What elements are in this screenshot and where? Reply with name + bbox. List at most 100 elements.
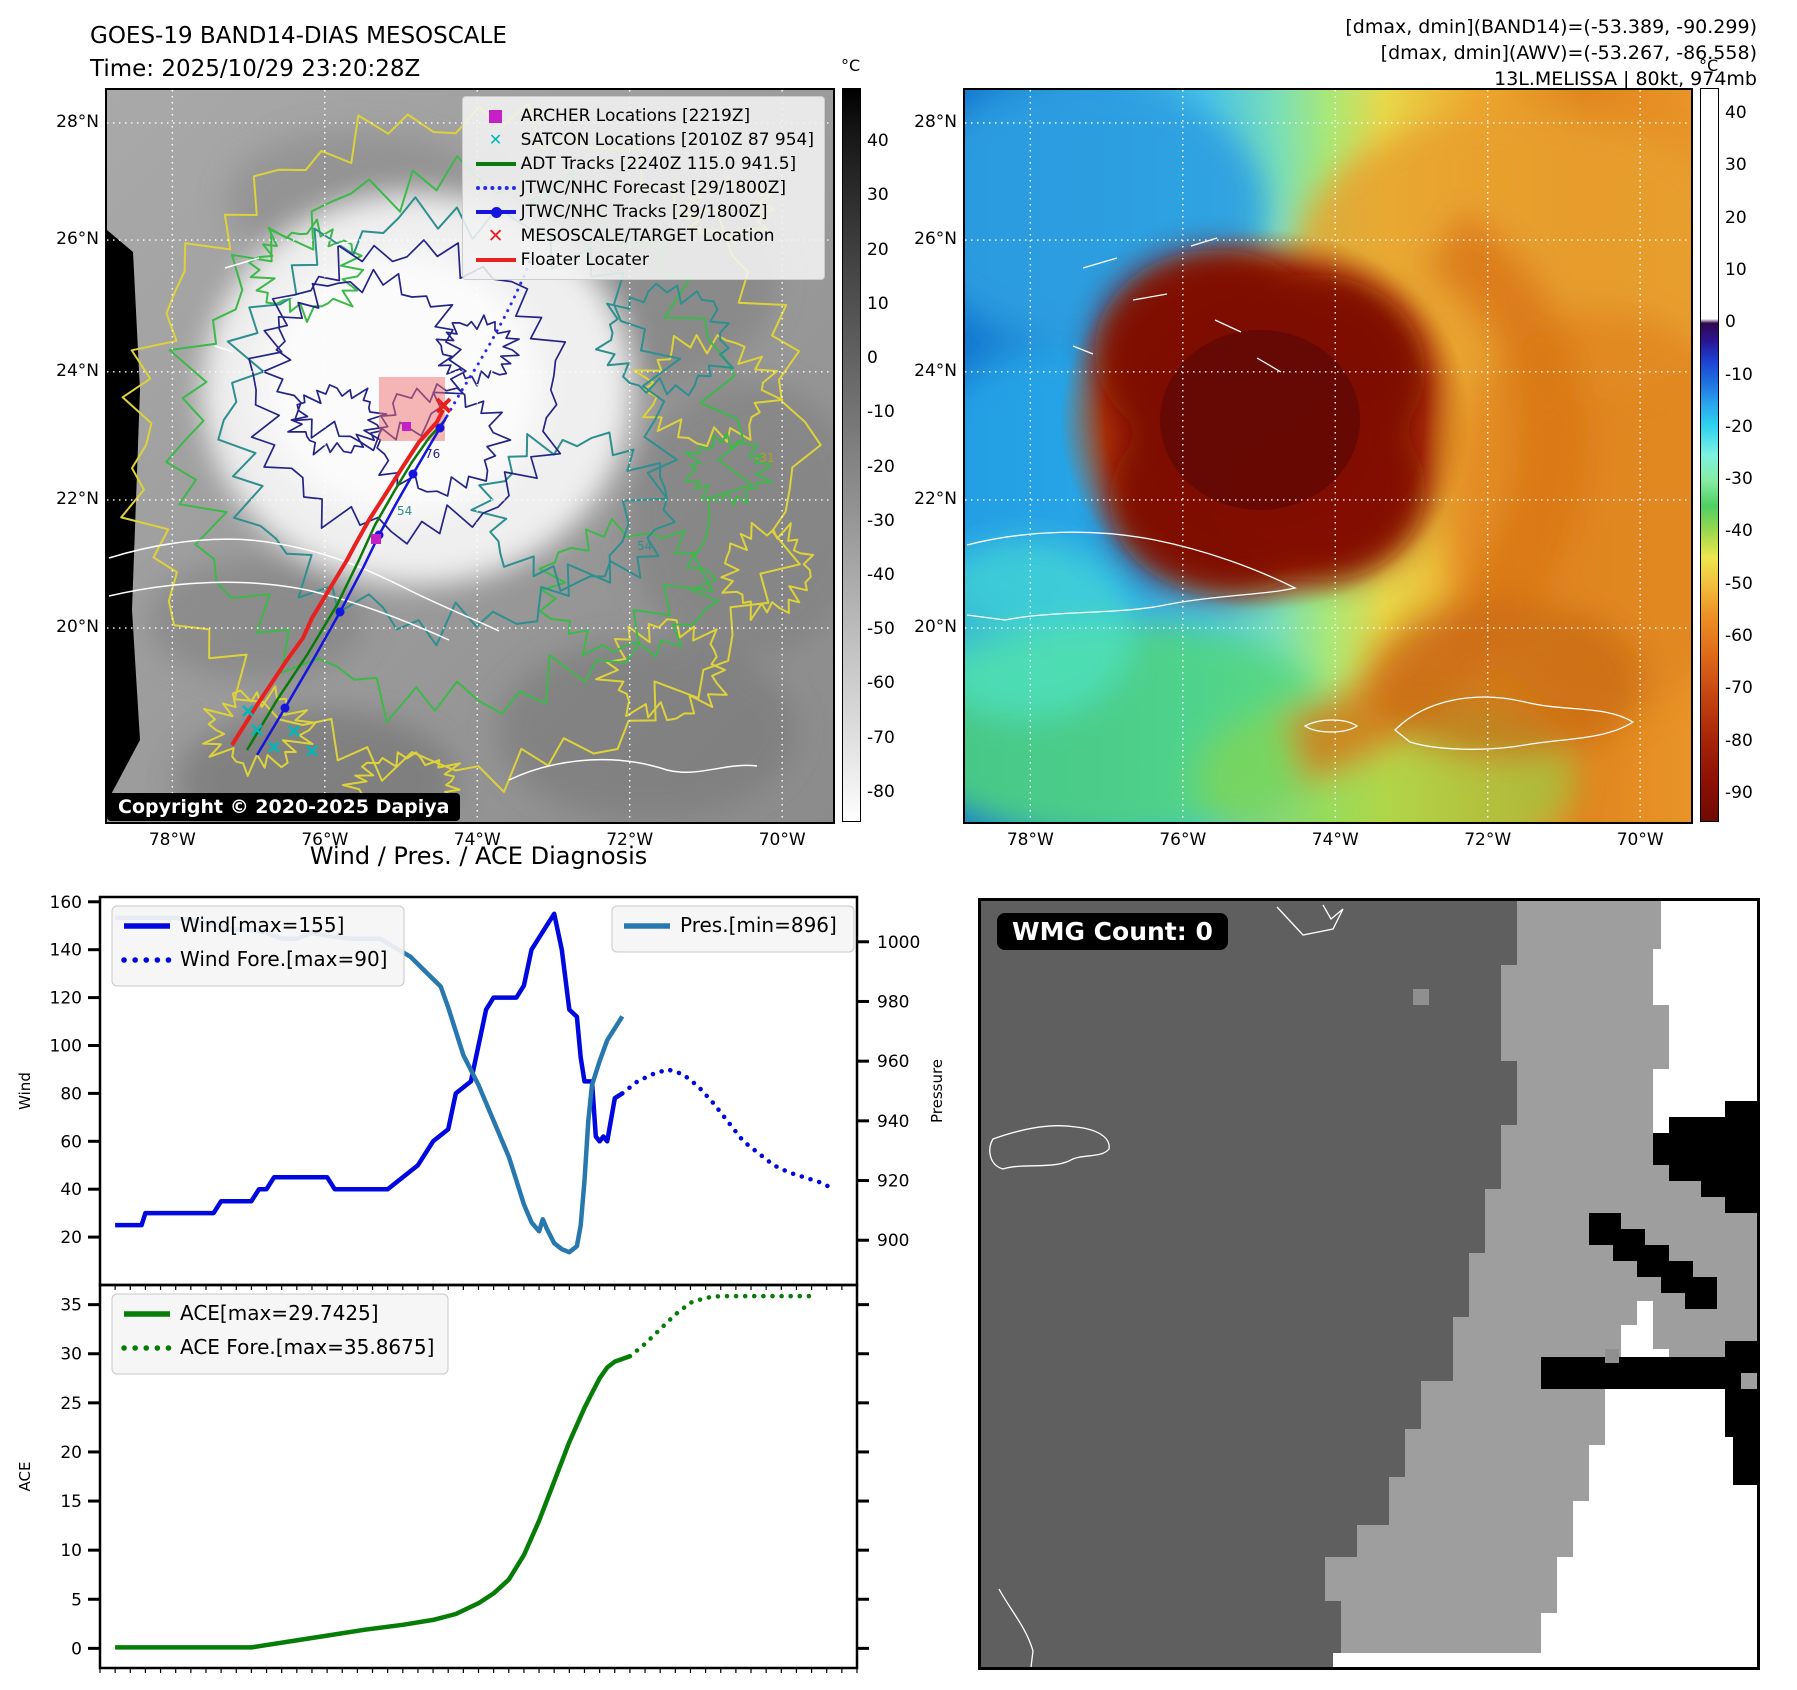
- lat-tick-label: 28°N: [914, 111, 957, 132]
- dmax-dmin-band14: [dmax, dmin](BAND14)=(-53.389, -90.299): [1345, 16, 1757, 38]
- map-legend: ARCHER Locations [2219Z] ✕ SATCON Location…: [461, 96, 825, 280]
- colorbar-tick-label: -50: [1725, 573, 1753, 594]
- lat-tick-label: 22°N: [56, 488, 99, 509]
- line-marker: [475, 162, 516, 166]
- colorbar-tick-label: -30: [867, 510, 895, 531]
- y-tick-label: 160: [50, 893, 82, 913]
- contour-label: 76: [425, 447, 440, 461]
- satellite-title: GOES-19 BAND14-DIAS MESOSCALE: [90, 23, 507, 49]
- series-Pres.[min=896]: [115, 915, 625, 1255]
- chart-frame: [98, 895, 859, 1287]
- lon-tick-label: 78°W: [148, 830, 196, 850]
- black-patches: [1541, 1101, 1757, 1485]
- colorbar-tick-label: 20: [1725, 207, 1747, 228]
- chart-title: Wind / Pres. / ACE Diagnosis: [309, 842, 648, 870]
- lon-tick-label: 78°W: [1006, 830, 1054, 850]
- band14-colorbar: [842, 88, 861, 822]
- chart-frame: [98, 1283, 859, 1670]
- colorbar-tick-label: -30: [1725, 469, 1753, 490]
- chart-legend-box: [111, 1293, 449, 1375]
- colorbar-tick-label: -10: [1725, 364, 1753, 385]
- title-block: GOES-19 BAND14-DIAS MESOSCALE Time: 2025…: [90, 20, 507, 86]
- colorbar-tick-label: -20: [867, 456, 895, 477]
- graticule: [107, 90, 833, 822]
- series-Wind Fore.[max=90]: [620, 1067, 837, 1192]
- line-dot-marker: [475, 206, 516, 218]
- lat-tick-label: 24°N: [56, 360, 99, 381]
- y2-tick-label: 920: [877, 1172, 909, 1192]
- lat-tick-label: 28°N: [56, 111, 99, 132]
- gray-band: [1325, 901, 1669, 1667]
- storm-cold-cloud-shield: [1060, 230, 1470, 610]
- legend-row: ✕ MESOSCALE/TARGET Location: [471, 224, 814, 248]
- colorbar-tick-label: -60: [867, 673, 895, 694]
- colorbar-tick-label: -40: [1725, 521, 1753, 542]
- temperature-contours: [120, 102, 822, 819]
- chart-legend-box: [111, 905, 405, 987]
- square-marker: [489, 109, 503, 123]
- chart-legend-box: [611, 905, 855, 953]
- awv-colorbar: [1700, 88, 1719, 822]
- legend-label: JTWC/NHC Forecast [29/1800Z]: [520, 178, 787, 198]
- colorbar-tick-label: -20: [1725, 416, 1753, 437]
- colorbar-tick-label: 10: [867, 293, 889, 314]
- band14-colorbar-unit: °C: [841, 56, 861, 75]
- colorbar-tick-label: -90: [1725, 782, 1753, 803]
- colorbar-tick-label: 40: [1725, 103, 1747, 124]
- y2-tick-label: 980: [877, 992, 909, 1012]
- series-ACE[max=29.7425]: [115, 1354, 631, 1650]
- legend-label: JTWC/NHC Tracks [29/1800Z]: [520, 202, 768, 222]
- y-tick-label: 0: [71, 1639, 82, 1659]
- contour-label: 54: [397, 504, 412, 518]
- colorbar-tick-label: 30: [867, 185, 889, 206]
- wmg-panel: WMG Count: 0: [978, 898, 1760, 1670]
- y2-tick-label: 940: [877, 1112, 909, 1132]
- lon-tick-label: 72°W: [606, 830, 654, 850]
- y-tick-label: 20: [60, 1443, 82, 1463]
- lon-tick-label: 74°W: [453, 830, 501, 850]
- y-tick-label: 20: [60, 1228, 82, 1248]
- lat-tick-label: 26°N: [914, 229, 957, 250]
- legend-label: ARCHER Locations [2219Z]: [520, 106, 751, 126]
- contour-value-labels: 54 54 -31 76: [397, 447, 775, 553]
- colorbar-tick-label: -80: [1725, 730, 1753, 751]
- legend-label: Floater Locater: [520, 250, 649, 270]
- coastlines: [989, 904, 1344, 1668]
- lat-tick-label: 22°N: [914, 488, 957, 509]
- y-tick-label: 35: [60, 1296, 82, 1316]
- y2-axis-label: Pressure: [928, 1059, 946, 1123]
- lat-tick-label: 26°N: [56, 229, 99, 250]
- contour-label: -31: [755, 451, 775, 465]
- dmax-dmin-awv: [dmax, dmin](AWV)=(-53.267, -86.558): [1380, 42, 1757, 64]
- legend-row: ✕ SATCON Locations [2010Z 87 954]: [471, 128, 814, 152]
- chart-legend-label: Wind[max=155]: [180, 913, 344, 937]
- colorbar-tick-label: -70: [1725, 678, 1753, 699]
- y-tick-label: 140: [50, 941, 82, 961]
- legend-label: SATCON Locations [2010Z 87 954]: [520, 130, 814, 150]
- colorbar-tick-label: -80: [867, 781, 895, 802]
- lon-tick-label: 74°W: [1311, 830, 1359, 850]
- legend-row: ADT Tracks [2240Z 115.0 941.5]: [471, 152, 814, 176]
- legend-label: ADT Tracks [2240Z 115.0 941.5]: [520, 154, 797, 174]
- graticule: [965, 90, 1691, 822]
- colorbar-tick-label: 0: [1725, 312, 1736, 333]
- lon-tick-label: 76°W: [301, 830, 349, 850]
- x-marker: ✕: [488, 130, 503, 149]
- lat-tick-label: 20°N: [56, 617, 99, 638]
- lat-tick-label: 20°N: [914, 617, 957, 638]
- legend-row: ARCHER Locations [2219Z]: [471, 104, 814, 128]
- awv-map-panel: 78°W 76°W 74°W 72°W 70°W 28°N 26°N 24°N 22°N 20°N: [914, 88, 1693, 850]
- y2-tick-label: 1000: [877, 933, 920, 953]
- legend-row: Floater Locater: [471, 248, 814, 272]
- lat-tick-label: 24°N: [914, 360, 957, 381]
- observation-markers: [242, 397, 452, 757]
- coastlines: [108, 239, 758, 781]
- series-ACE Fore.[max=35.8675]: [627, 1293, 814, 1359]
- dotted-marker: [475, 186, 516, 190]
- y-tick-label: 80: [60, 1084, 82, 1104]
- y2-tick-label: 960: [877, 1052, 909, 1072]
- chart-legend-label: Wind Fore.[max=90]: [180, 947, 387, 971]
- band14-colorbar-labels: 40 30 20 10 0 -10 -20 -30 -40 -50 -60 -70 -80: [867, 88, 919, 820]
- contour-label: 54: [637, 539, 652, 553]
